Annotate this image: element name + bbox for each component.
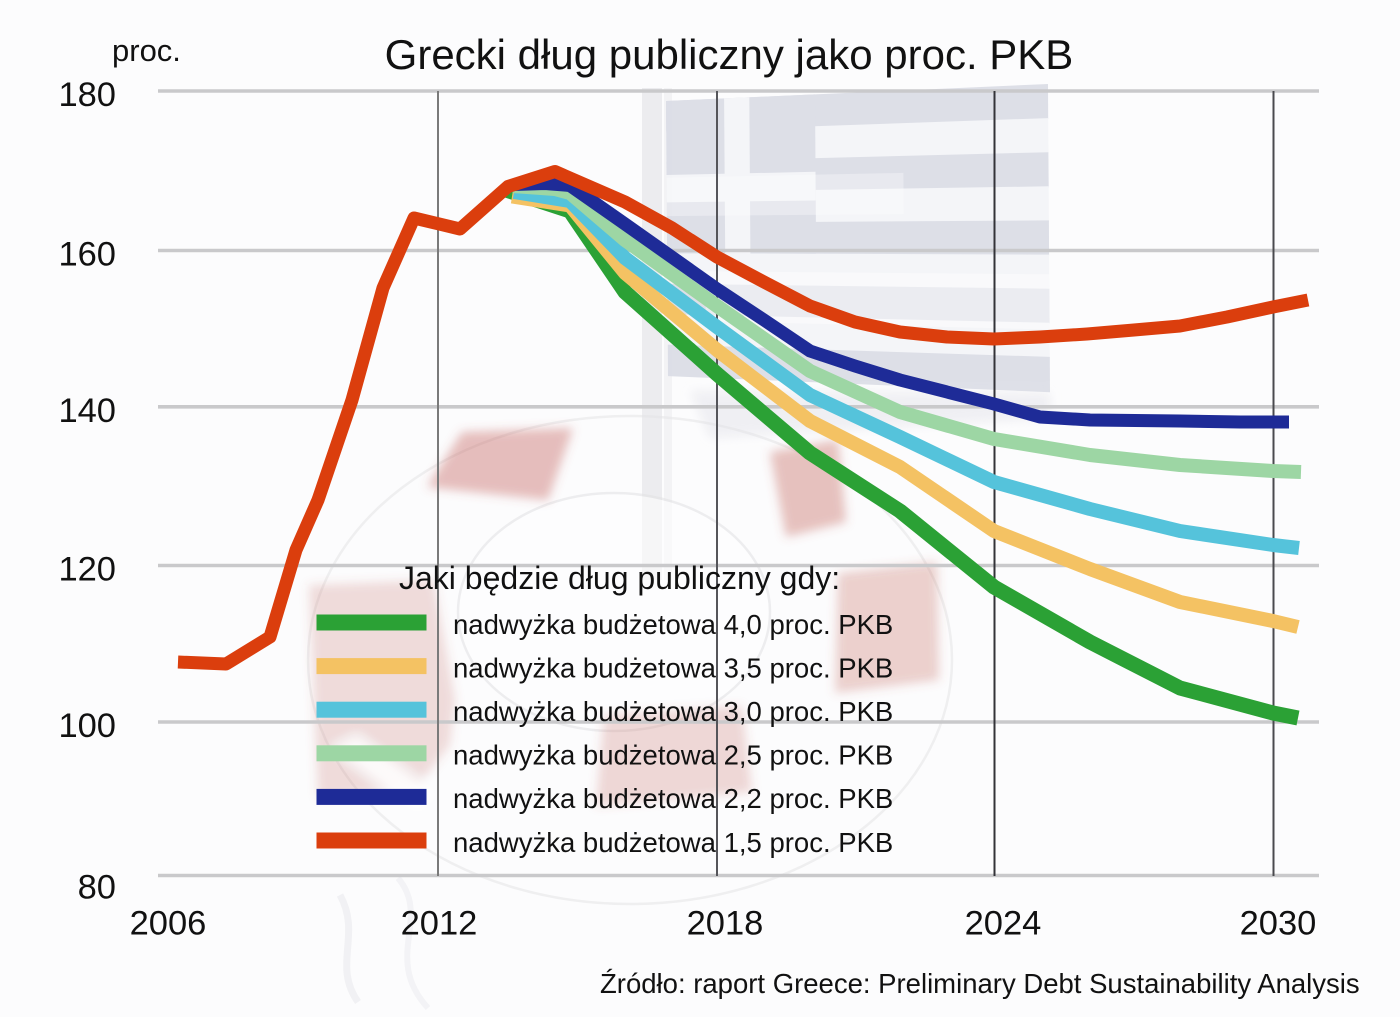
svg-text:Źródło: raport Greece: Prelimi: Źródło: raport Greece: Preliminary Debt … <box>600 968 1360 999</box>
svg-text:nadwyżka budżetowa 2,5 proc. P: nadwyżka budżetowa 2,5 proc. PKB <box>453 740 893 771</box>
svg-text:140: 140 <box>58 392 116 430</box>
svg-text:proc.: proc. <box>112 33 181 68</box>
svg-text:nadwyżka budżetowa 4,0 proc. P: nadwyżka budżetowa 4,0 proc. PKB <box>453 609 893 640</box>
svg-text:2012: 2012 <box>401 905 478 943</box>
svg-text:100: 100 <box>58 707 116 745</box>
svg-text:180: 180 <box>58 76 116 114</box>
svg-text:160: 160 <box>58 236 116 274</box>
svg-text:80: 80 <box>78 869 116 907</box>
svg-text:2024: 2024 <box>965 905 1042 943</box>
svg-text:120: 120 <box>58 551 116 589</box>
svg-text:Grecki dług publiczny jako pro: Grecki dług publiczny jako proc. PKB <box>385 31 1074 78</box>
svg-text:2018: 2018 <box>687 905 764 943</box>
svg-text:Jaki będzie dług publiczny gdy: Jaki będzie dług publiczny gdy: <box>399 560 840 596</box>
svg-text:nadwyżka budżetowa 3,0 proc. P: nadwyżka budżetowa 3,0 proc. PKB <box>453 696 893 727</box>
svg-text:2030: 2030 <box>1240 905 1317 943</box>
svg-text:2006: 2006 <box>130 905 207 943</box>
svg-text:nadwyżka budżetowa 2,2 proc. P: nadwyżka budżetowa 2,2 proc. PKB <box>453 783 893 814</box>
svg-text:nadwyżka budżetowa 1,5 proc. P: nadwyżka budżetowa 1,5 proc. PKB <box>453 827 893 858</box>
svg-text:nadwyżka budżetowa 3,5 proc. P: nadwyżka budżetowa 3,5 proc. PKB <box>453 652 893 683</box>
